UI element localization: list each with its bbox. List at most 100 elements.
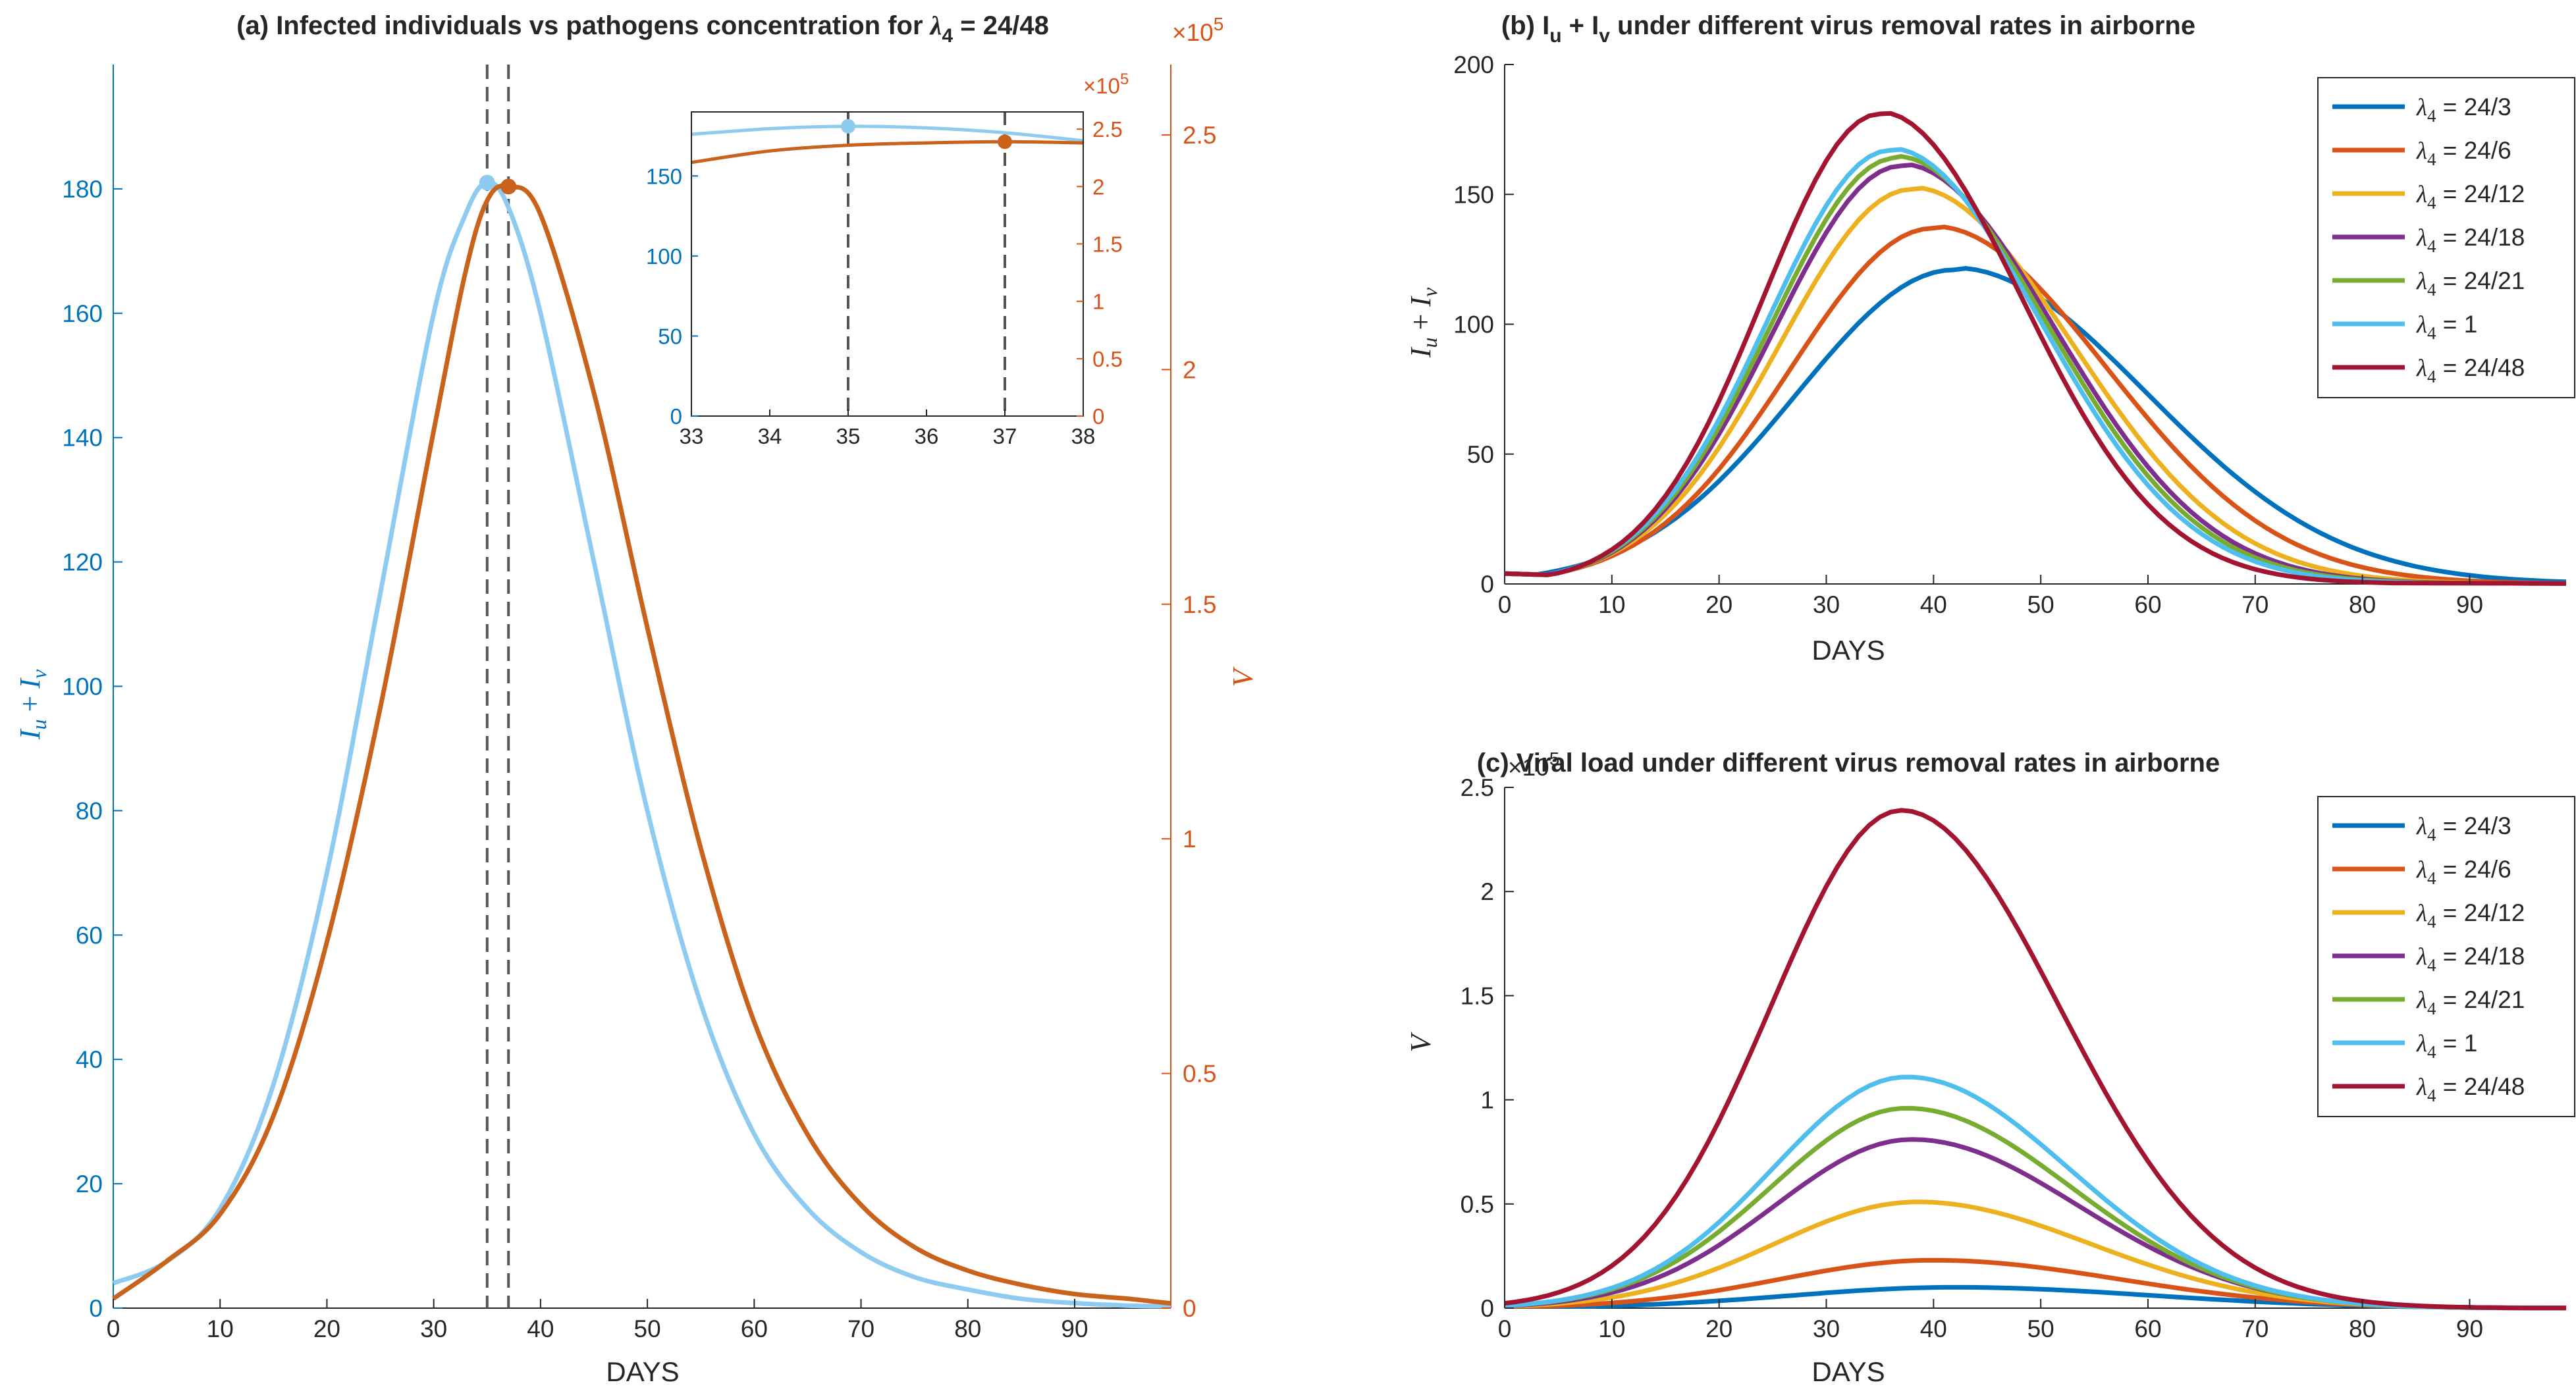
x-tick-label: 90 xyxy=(2456,1315,2483,1342)
panel-a-right-y-label: V xyxy=(1227,666,1259,687)
inset-left-y-tick-label: 50 xyxy=(658,324,682,348)
x-tick-label: 40 xyxy=(527,1315,554,1342)
legend-entry: λ4 = 24/12 xyxy=(2416,899,2525,932)
x-tick-label: 60 xyxy=(2134,1315,2161,1342)
y-tick-label: 2.5 xyxy=(1461,774,1494,801)
legend-entry: λ4 = 24/48 xyxy=(2416,354,2525,386)
panel-b: (b) Iu + Iv under different virus remova… xyxy=(1405,11,2575,666)
inset-right-y-tick-label: 1 xyxy=(1092,290,1104,314)
x-tick-label: 90 xyxy=(1061,1315,1088,1342)
panel-c-x-label: DAYS xyxy=(1811,1356,1885,1387)
panel-a-right-exponent: ×105 xyxy=(1172,14,1223,46)
x-tick-label: 30 xyxy=(1813,591,1840,618)
series-line-24-6 xyxy=(1504,224,2567,586)
series-line-24-48 xyxy=(1504,111,2566,586)
panel-a-right-y-ticks: 0 0.5 1 1.5 2 2.5 xyxy=(1162,122,1216,1322)
panel-a-peak-markers xyxy=(479,174,517,195)
panel-b-legend: λ4 = 24/3 λ4 = 24/6 λ4 = 24/12 λ4 = 24/18 λ4… xyxy=(2317,77,2575,398)
panel-c: (c) Viral load under different virus rem… xyxy=(1405,749,2575,1387)
inset-left-y-tick-label: 0 xyxy=(670,404,682,429)
inset-infected-peak-marker xyxy=(841,119,855,134)
left-y-tick-label: 60 xyxy=(76,922,103,949)
inset-x-tick-label: 35 xyxy=(836,424,861,448)
y-tick-label: 2 xyxy=(1480,878,1494,905)
inset-right-y-tick-label: 1.5 xyxy=(1092,232,1123,256)
inset-right-y-tick-label: 0 xyxy=(1092,404,1104,429)
inset-x-tick-label: 33 xyxy=(680,424,704,448)
legend-entry: λ4 = 1 xyxy=(2416,311,2477,343)
panel-a: (a) Infected individuals vs pathogens co… xyxy=(14,11,1259,1387)
panel-b-series xyxy=(1504,111,2567,586)
legend-entry: λ4 = 24/6 xyxy=(2416,137,2511,169)
y-tick-label: 50 xyxy=(1467,441,1494,468)
x-tick-label: 10 xyxy=(1598,1315,1625,1342)
left-y-tick-label: 120 xyxy=(62,549,103,576)
x-tick-label: 10 xyxy=(207,1315,234,1342)
x-tick-label: 20 xyxy=(313,1315,340,1342)
x-tick-label: 20 xyxy=(1705,591,1732,618)
panel-a-inset: 33 34 35 36 37 38 0 50 100 150 0 0.5 1 1.5 2 2.5 ×105 xyxy=(646,70,1129,448)
inset-peak-markers xyxy=(841,119,1012,149)
right-y-tick-label: 2.5 xyxy=(1183,122,1216,149)
inset-right-y-ticks: 0 0.5 1 1.5 2 2.5 xyxy=(1077,117,1123,429)
panel-c-x-ticks: 0 10 20 30 40 50 60 70 80 90 xyxy=(1498,1299,2483,1342)
legend-entry: λ4 = 24/21 xyxy=(2416,267,2525,300)
panel-c-y-ticks: 0 0.5 1 1.5 2 2.5 xyxy=(1461,774,1514,1322)
x-tick-label: 60 xyxy=(741,1315,768,1342)
x-tick-label: 30 xyxy=(420,1315,447,1342)
right-y-tick-label: 1.5 xyxy=(1183,591,1216,618)
viral-load-peak-marker xyxy=(500,178,517,195)
inset-left-y-tick-label: 150 xyxy=(646,164,682,188)
legend-entry: λ4 = 24/21 xyxy=(2416,986,2525,1018)
inset-x-tick-label: 38 xyxy=(1071,424,1096,448)
x-tick-label: 20 xyxy=(1705,1315,1732,1342)
left-y-tick-label: 0 xyxy=(89,1295,103,1322)
left-y-tick-label: 180 xyxy=(62,176,103,203)
legend-entry: λ4 = 24/3 xyxy=(2416,93,2511,126)
infected-peak-marker xyxy=(479,174,495,191)
infected-line xyxy=(112,180,1171,1309)
x-tick-label: 50 xyxy=(2027,591,2054,618)
x-tick-label: 80 xyxy=(2349,1315,2376,1342)
panel-c-y-label: V xyxy=(1405,1031,1437,1052)
right-y-tick-label: 2 xyxy=(1183,356,1196,383)
inset-series xyxy=(691,124,1084,165)
y-tick-label: 0.5 xyxy=(1461,1191,1494,1218)
inset-x-tick-label: 34 xyxy=(758,424,782,448)
legend-entry: λ4 = 24/48 xyxy=(2416,1073,2525,1105)
left-y-tick-label: 140 xyxy=(62,425,103,452)
inset-viral-load-peak-marker xyxy=(998,134,1012,149)
panel-b-y-label: Iu + Iv xyxy=(1405,287,1441,358)
left-y-tick-label: 40 xyxy=(76,1046,103,1073)
inset-x-ticks: 33 34 35 36 37 38 xyxy=(680,409,1096,448)
panel-a-peak-lines xyxy=(485,65,510,1308)
panel-a-left-y-ticks: 0 20 40 60 80 100 120 140 160 180 xyxy=(62,176,122,1322)
y-tick-label: 1 xyxy=(1480,1087,1494,1114)
inset-right-y-tick-label: 0.5 xyxy=(1092,347,1123,371)
panel-b-y-ticks: 0 50 100 150 200 xyxy=(1453,51,1514,598)
y-tick-label: 0 xyxy=(1480,1295,1494,1322)
legend-entry: λ4 = 24/18 xyxy=(2416,943,2525,975)
inset-right-y-tick-label: 2.5 xyxy=(1092,117,1123,142)
viral-load-line xyxy=(111,183,1171,1306)
inset-frame xyxy=(691,111,1084,417)
x-tick-label: 50 xyxy=(2027,1315,2054,1342)
x-tick-label: 80 xyxy=(2349,591,2376,618)
left-y-tick-label: 160 xyxy=(62,300,103,327)
panel-b-title: (b) Iu + Iv under different virus remova… xyxy=(1501,11,2195,47)
panel-a-x-label: DAYS xyxy=(606,1356,679,1387)
inset-viral-load-line xyxy=(691,140,1084,165)
right-y-tick-label: 0.5 xyxy=(1183,1061,1216,1088)
x-tick-label: 40 xyxy=(1920,1315,1947,1342)
legend-entry: λ4 = 24/12 xyxy=(2416,180,2525,213)
left-y-tick-label: 20 xyxy=(76,1171,103,1198)
panel-c-series xyxy=(1504,808,2566,1311)
inset-right-y-tick-label: 2 xyxy=(1092,174,1104,199)
inset-background xyxy=(691,112,1083,416)
x-tick-label: 0 xyxy=(1498,591,1512,618)
legend-entry: λ4 = 24/18 xyxy=(2416,224,2525,256)
legend-entry: λ4 = 24/3 xyxy=(2416,812,2511,845)
inset-x-tick-label: 37 xyxy=(993,424,1017,448)
